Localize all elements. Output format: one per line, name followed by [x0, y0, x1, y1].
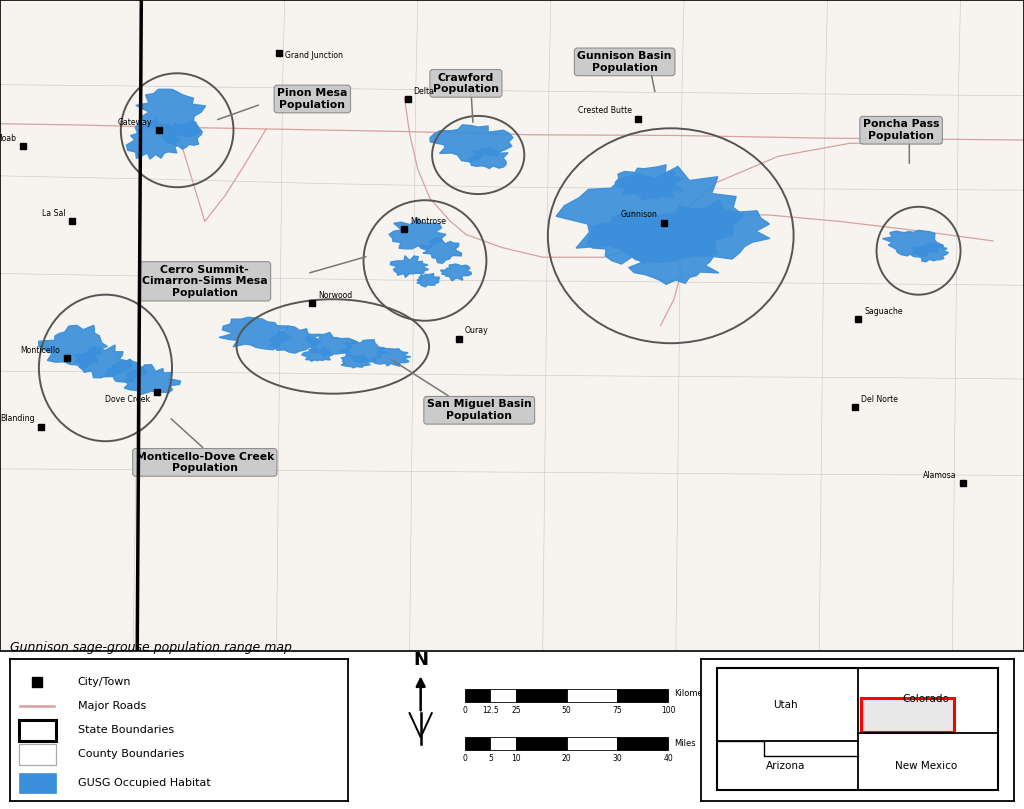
- Polygon shape: [556, 167, 744, 263]
- Text: Arizona: Arizona: [766, 760, 806, 770]
- Text: Alamosa: Alamosa: [923, 471, 956, 480]
- Text: State Boundaries: State Boundaries: [78, 725, 174, 735]
- Text: 0: 0: [463, 706, 468, 715]
- FancyBboxPatch shape: [490, 689, 516, 702]
- Polygon shape: [650, 200, 770, 260]
- Polygon shape: [339, 340, 388, 362]
- Polygon shape: [629, 236, 719, 284]
- Text: 25: 25: [511, 706, 520, 715]
- Text: New Mexico: New Mexico: [895, 760, 957, 770]
- Text: Ouray: Ouray: [465, 326, 488, 336]
- Polygon shape: [371, 349, 411, 366]
- Text: Poncha Pass
Population: Poncha Pass Population: [863, 120, 939, 141]
- Polygon shape: [390, 256, 429, 277]
- Text: 12.5: 12.5: [482, 706, 499, 715]
- Polygon shape: [389, 218, 446, 249]
- Text: Grand Junction: Grand Junction: [285, 51, 343, 60]
- Text: 20: 20: [562, 754, 571, 763]
- Polygon shape: [39, 325, 108, 369]
- Text: Montrose: Montrose: [411, 217, 446, 226]
- Text: Gateway: Gateway: [118, 118, 153, 127]
- Text: County Boundaries: County Boundaries: [78, 749, 184, 759]
- FancyBboxPatch shape: [717, 668, 998, 790]
- Text: Monticello-Dove Creek
Population: Monticello-Dove Creek Population: [135, 451, 274, 473]
- Text: Monticello: Monticello: [20, 346, 60, 355]
- FancyBboxPatch shape: [490, 737, 516, 750]
- FancyBboxPatch shape: [18, 720, 56, 741]
- Polygon shape: [587, 210, 683, 264]
- FancyBboxPatch shape: [516, 689, 566, 702]
- FancyBboxPatch shape: [566, 737, 617, 750]
- Polygon shape: [430, 125, 513, 162]
- Text: N: N: [413, 651, 428, 669]
- Text: 50: 50: [562, 706, 571, 715]
- Text: Cerro Summit-
Cimarron-Sims Mesa
Population: Cerro Summit- Cimarron-Sims Mesa Populat…: [142, 265, 267, 298]
- Polygon shape: [162, 121, 202, 149]
- Polygon shape: [440, 264, 471, 281]
- Text: Colorado: Colorado: [903, 694, 949, 704]
- FancyBboxPatch shape: [18, 744, 56, 765]
- Polygon shape: [615, 165, 684, 200]
- Polygon shape: [305, 332, 357, 356]
- Polygon shape: [302, 347, 333, 361]
- Polygon shape: [219, 317, 292, 349]
- Text: Utah: Utah: [773, 700, 798, 709]
- FancyBboxPatch shape: [465, 737, 490, 750]
- Text: La Sal: La Sal: [42, 210, 66, 218]
- Text: GUSG Occupied Habitat: GUSG Occupied Habitat: [78, 777, 211, 787]
- Polygon shape: [123, 365, 180, 395]
- Text: Crested Butte: Crested Butte: [578, 106, 632, 115]
- FancyBboxPatch shape: [18, 773, 56, 793]
- Text: Moab: Moab: [0, 133, 16, 142]
- Text: Gunnison sage-grouse population range map: Gunnison sage-grouse population range ma…: [10, 641, 292, 654]
- Text: Gunnison Basin
Population: Gunnison Basin Population: [578, 51, 672, 73]
- Text: City/Town: City/Town: [78, 677, 131, 687]
- Text: Del Norte: Del Norte: [861, 395, 898, 404]
- FancyBboxPatch shape: [617, 737, 669, 750]
- Text: 10: 10: [511, 754, 520, 763]
- FancyBboxPatch shape: [861, 697, 954, 731]
- FancyBboxPatch shape: [516, 737, 566, 750]
- Text: 40: 40: [664, 754, 673, 763]
- Polygon shape: [468, 147, 508, 168]
- Polygon shape: [883, 231, 944, 256]
- Text: Saguache: Saguache: [864, 307, 903, 316]
- Polygon shape: [269, 326, 321, 354]
- Text: Kilometers: Kilometers: [675, 689, 720, 698]
- Text: Crawford
Population: Crawford Population: [433, 73, 499, 94]
- Text: Major Roads: Major Roads: [78, 701, 146, 711]
- Text: Delta: Delta: [414, 87, 435, 95]
- FancyBboxPatch shape: [465, 689, 490, 702]
- Polygon shape: [104, 359, 146, 382]
- Text: Blanding: Blanding: [0, 414, 35, 423]
- Text: 30: 30: [612, 754, 623, 763]
- Polygon shape: [911, 243, 948, 262]
- Polygon shape: [420, 238, 462, 263]
- Text: 5: 5: [488, 754, 493, 763]
- Text: 0: 0: [463, 754, 468, 763]
- Polygon shape: [136, 89, 206, 143]
- Text: Miles: Miles: [675, 739, 696, 748]
- Polygon shape: [126, 119, 180, 159]
- Text: Gunnison: Gunnison: [621, 210, 657, 219]
- FancyBboxPatch shape: [617, 689, 669, 702]
- Polygon shape: [417, 273, 439, 287]
- Text: Norwood: Norwood: [318, 290, 352, 299]
- Text: 75: 75: [612, 706, 623, 715]
- Text: Dove Creek: Dove Creek: [105, 395, 151, 404]
- Text: San Miguel Basin
Population: San Miguel Basin Population: [427, 400, 531, 421]
- FancyBboxPatch shape: [566, 689, 617, 702]
- Polygon shape: [341, 355, 373, 368]
- Polygon shape: [74, 345, 132, 378]
- Text: Pinon Mesa
Population: Pinon Mesa Population: [278, 88, 347, 110]
- Text: 100: 100: [662, 706, 676, 715]
